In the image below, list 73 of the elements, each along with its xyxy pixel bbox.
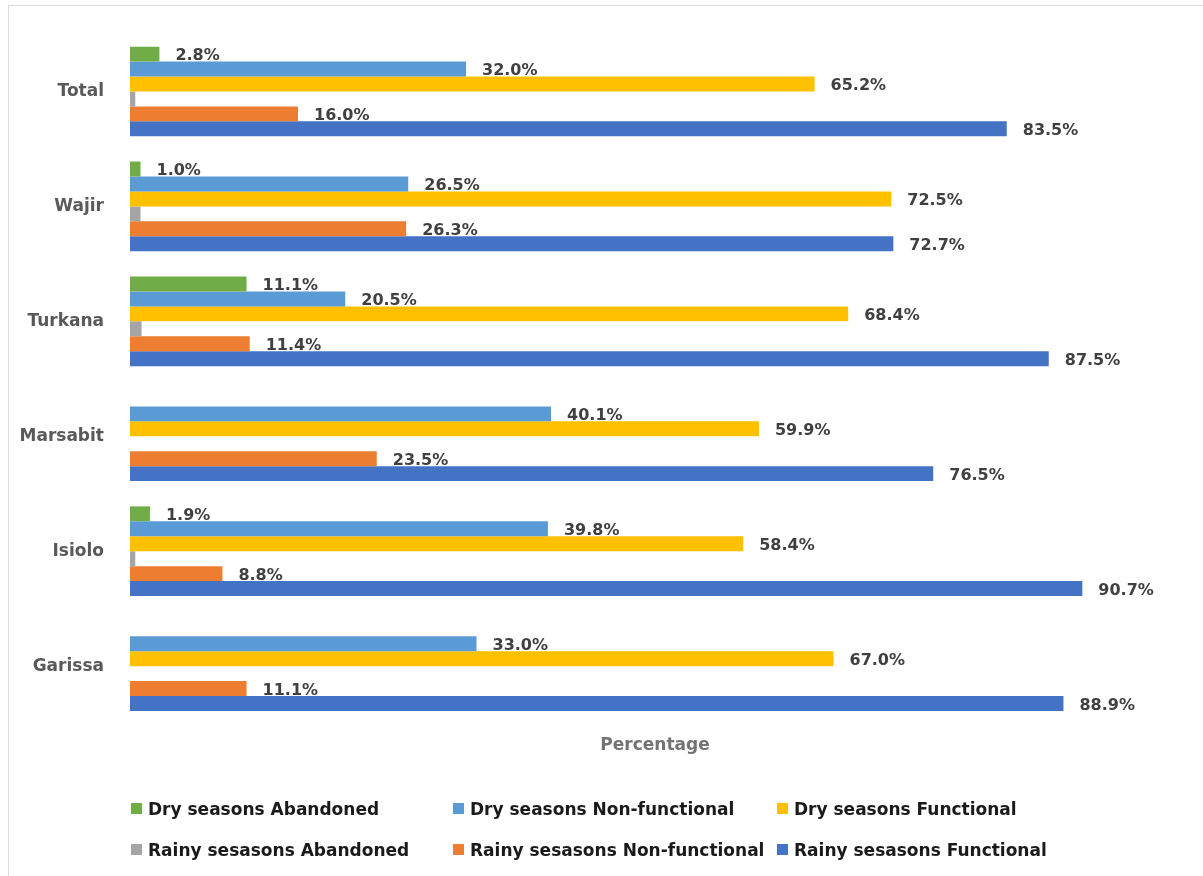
bar xyxy=(130,76,815,92)
bar xyxy=(130,236,894,252)
y-tick-label: Wajir xyxy=(54,194,105,215)
data-label: 67.0% xyxy=(849,649,906,669)
bar xyxy=(130,681,247,697)
bar xyxy=(130,306,849,322)
bar xyxy=(130,61,466,77)
bar xyxy=(130,581,1083,597)
data-label: 87.5% xyxy=(1064,349,1121,369)
bar xyxy=(130,321,142,337)
data-label: 33.0% xyxy=(492,634,549,654)
data-label: 23.5% xyxy=(392,449,449,469)
bar xyxy=(130,221,407,237)
data-label: 72.5% xyxy=(907,190,963,210)
data-label: 8.8% xyxy=(238,564,283,584)
bar xyxy=(130,106,298,122)
legend-label: Rainy sesasons Functional xyxy=(794,839,1047,860)
bar xyxy=(130,551,136,567)
data-label: 11.4% xyxy=(265,334,322,354)
bar xyxy=(130,636,477,652)
bar xyxy=(130,536,744,552)
legend-label: Rainy sesasons Non-functional xyxy=(470,839,765,860)
legend-label: Dry seasons Functional xyxy=(794,798,1017,819)
bar xyxy=(130,91,136,107)
bar xyxy=(130,46,160,62)
bar xyxy=(130,651,834,667)
y-tick-label: Garissa xyxy=(32,654,104,675)
data-label: 65.2% xyxy=(830,75,887,95)
bar xyxy=(130,521,548,537)
bar xyxy=(130,421,759,437)
x-axis-title: Percentage xyxy=(600,734,710,755)
data-label: 26.5% xyxy=(424,175,480,195)
data-label: 76.5% xyxy=(949,464,1005,484)
bar xyxy=(130,451,377,467)
bar xyxy=(130,206,141,222)
bar xyxy=(130,696,1064,711)
data-label: 39.8% xyxy=(563,519,620,539)
data-label: 26.3% xyxy=(422,219,478,239)
bar xyxy=(130,466,934,482)
bar xyxy=(130,566,223,582)
bar xyxy=(130,161,141,177)
data-label: 11.1% xyxy=(262,275,319,295)
data-label: 90.7% xyxy=(1098,579,1154,599)
bar xyxy=(130,176,409,192)
data-label: 72.7% xyxy=(909,234,965,254)
bar xyxy=(130,291,346,307)
data-label: 16.0% xyxy=(314,105,370,125)
data-label: 20.5% xyxy=(361,290,417,310)
y-tick-label: Marsabit xyxy=(19,424,104,445)
data-label: 32.0% xyxy=(482,60,538,80)
bar xyxy=(130,506,150,522)
data-label: 59.9% xyxy=(774,419,831,439)
y-tick-label: Turkana xyxy=(27,309,104,330)
y-tick-label: Total xyxy=(57,79,104,100)
data-label: 58.4% xyxy=(759,534,815,554)
bar xyxy=(130,121,1007,137)
data-label: 11.1% xyxy=(262,679,319,699)
y-tick-label: Isiolo xyxy=(52,539,104,560)
bar xyxy=(130,276,247,292)
data-label: 1.0% xyxy=(156,160,201,180)
data-label: 88.9% xyxy=(1079,694,1135,714)
legend-label: Rainy sesasons Abandoned xyxy=(148,839,410,860)
legend-label: Dry seasons Non-functional xyxy=(470,798,735,819)
data-label: 68.4% xyxy=(864,305,920,325)
data-label: 2.8% xyxy=(175,45,220,65)
bar xyxy=(130,406,552,422)
bar xyxy=(130,351,1049,367)
data-label: 83.5% xyxy=(1022,119,1079,139)
bar xyxy=(130,336,250,352)
bar xyxy=(130,191,892,207)
data-label: 1.9% xyxy=(165,505,211,524)
data-label: 40.1% xyxy=(567,405,623,425)
legend-label: Dry seasons Abandoned xyxy=(148,798,380,819)
